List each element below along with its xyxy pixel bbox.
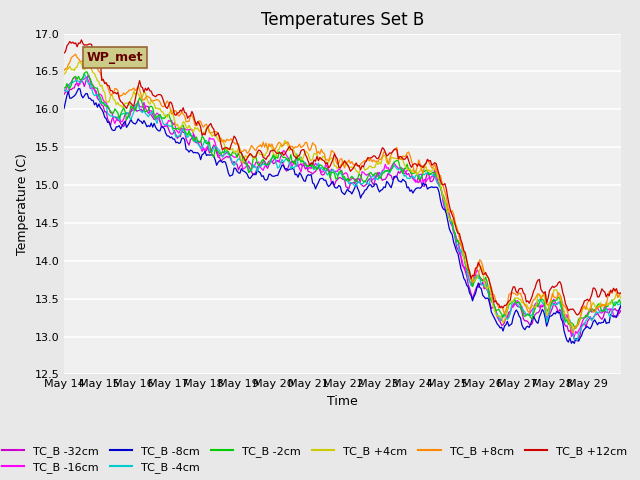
X-axis label: Time: Time (327, 395, 358, 408)
TC_B -2cm (98, 99, 106, 105)
TC_B -8cm (98, 107, 106, 112)
TC_B -2cm (458, 247, 466, 252)
TC_B -8cm (60, 106, 68, 111)
Line: TC_B +8cm: TC_B +8cm (64, 54, 621, 333)
TC_B -32cm (458, 263, 466, 269)
TC_B -4cm (60, 86, 68, 92)
TC_B -4cm (79, 75, 87, 81)
Line: TC_B -2cm: TC_B -2cm (64, 72, 621, 328)
TC_B +12cm (458, 241, 466, 247)
TC_B -8cm (616, 306, 623, 312)
TC_B -16cm (458, 259, 466, 264)
TC_B -4cm (98, 101, 106, 107)
Line: TC_B +12cm: TC_B +12cm (64, 40, 621, 315)
TC_B -4cm (617, 302, 625, 308)
TC_B -2cm (617, 300, 625, 306)
TC_B -8cm (81, 93, 88, 98)
TC_B +4cm (348, 164, 356, 170)
TC_B +12cm (348, 167, 356, 173)
TC_B +8cm (81, 63, 88, 69)
TC_B +12cm (617, 290, 625, 296)
TC_B -32cm (573, 338, 581, 344)
TC_B +8cm (72, 51, 79, 57)
TC_B +12cm (77, 37, 85, 43)
TC_B +4cm (570, 325, 578, 331)
TC_B -16cm (60, 88, 68, 94)
TC_B -32cm (616, 311, 623, 316)
TC_B -8cm (617, 302, 625, 308)
Line: TC_B +4cm: TC_B +4cm (64, 62, 621, 328)
TC_B -2cm (82, 69, 90, 75)
TC_B +8cm (541, 290, 549, 296)
Legend: TC_B -32cm, TC_B -16cm, TC_B -8cm, TC_B -4cm, TC_B -2cm, TC_B +4cm, TC_B +8cm, T: TC_B -32cm, TC_B -16cm, TC_B -8cm, TC_B … (0, 441, 632, 478)
TC_B -2cm (348, 173, 356, 179)
TC_B +4cm (98, 83, 106, 88)
TC_B +8cm (98, 75, 106, 81)
TC_B -4cm (616, 301, 623, 307)
Title: Temperatures Set B: Temperatures Set B (260, 11, 424, 29)
TC_B -2cm (616, 297, 623, 302)
TC_B -2cm (79, 74, 87, 80)
TC_B +12cm (60, 50, 68, 56)
TC_B -16cm (616, 307, 623, 312)
TC_B -16cm (348, 176, 356, 181)
TC_B +12cm (616, 290, 623, 296)
TC_B -8cm (348, 191, 356, 197)
TC_B -16cm (98, 93, 106, 99)
TC_B +8cm (60, 68, 68, 73)
TC_B +12cm (573, 312, 581, 318)
TC_B -8cm (570, 340, 578, 346)
TC_B +12cm (98, 78, 106, 84)
TC_B -32cm (541, 306, 549, 312)
TC_B -2cm (572, 325, 580, 331)
TC_B -16cm (541, 306, 549, 312)
TC_B -4cm (541, 306, 549, 312)
Line: TC_B -16cm: TC_B -16cm (64, 77, 621, 336)
TC_B +4cm (60, 71, 68, 77)
TC_B -4cm (348, 180, 356, 186)
TC_B -8cm (541, 315, 549, 321)
TC_B +8cm (617, 290, 625, 296)
TC_B -32cm (348, 181, 356, 187)
Y-axis label: Temperature (C): Temperature (C) (16, 153, 29, 255)
TC_B +4cm (617, 296, 625, 301)
Text: WP_met: WP_met (86, 51, 143, 64)
TC_B +8cm (616, 292, 623, 298)
TC_B -8cm (75, 85, 83, 91)
TC_B +4cm (81, 67, 88, 72)
TC_B +4cm (541, 298, 549, 303)
TC_B -4cm (573, 337, 581, 343)
TC_B -16cm (617, 304, 625, 310)
TC_B -2cm (541, 303, 549, 309)
TC_B -32cm (79, 79, 87, 85)
TC_B +8cm (569, 330, 577, 336)
TC_B +12cm (541, 289, 549, 295)
TC_B +8cm (348, 159, 356, 165)
TC_B -4cm (458, 252, 466, 258)
Line: TC_B -32cm: TC_B -32cm (64, 75, 621, 341)
TC_B -32cm (60, 92, 68, 97)
TC_B -16cm (82, 74, 90, 80)
TC_B +4cm (616, 292, 623, 298)
TC_B +4cm (75, 60, 83, 65)
Line: TC_B -4cm: TC_B -4cm (64, 73, 621, 340)
TC_B +8cm (458, 246, 466, 252)
TC_B -16cm (79, 77, 87, 83)
TC_B -32cm (85, 72, 93, 78)
TC_B -16cm (568, 334, 575, 339)
TC_B -4cm (81, 71, 88, 76)
TC_B -2cm (60, 85, 68, 91)
Line: TC_B -8cm: TC_B -8cm (64, 88, 621, 343)
TC_B +4cm (458, 243, 466, 249)
TC_B -32cm (98, 102, 106, 108)
TC_B -32cm (617, 308, 625, 313)
TC_B +12cm (81, 42, 88, 48)
TC_B -8cm (458, 270, 466, 276)
